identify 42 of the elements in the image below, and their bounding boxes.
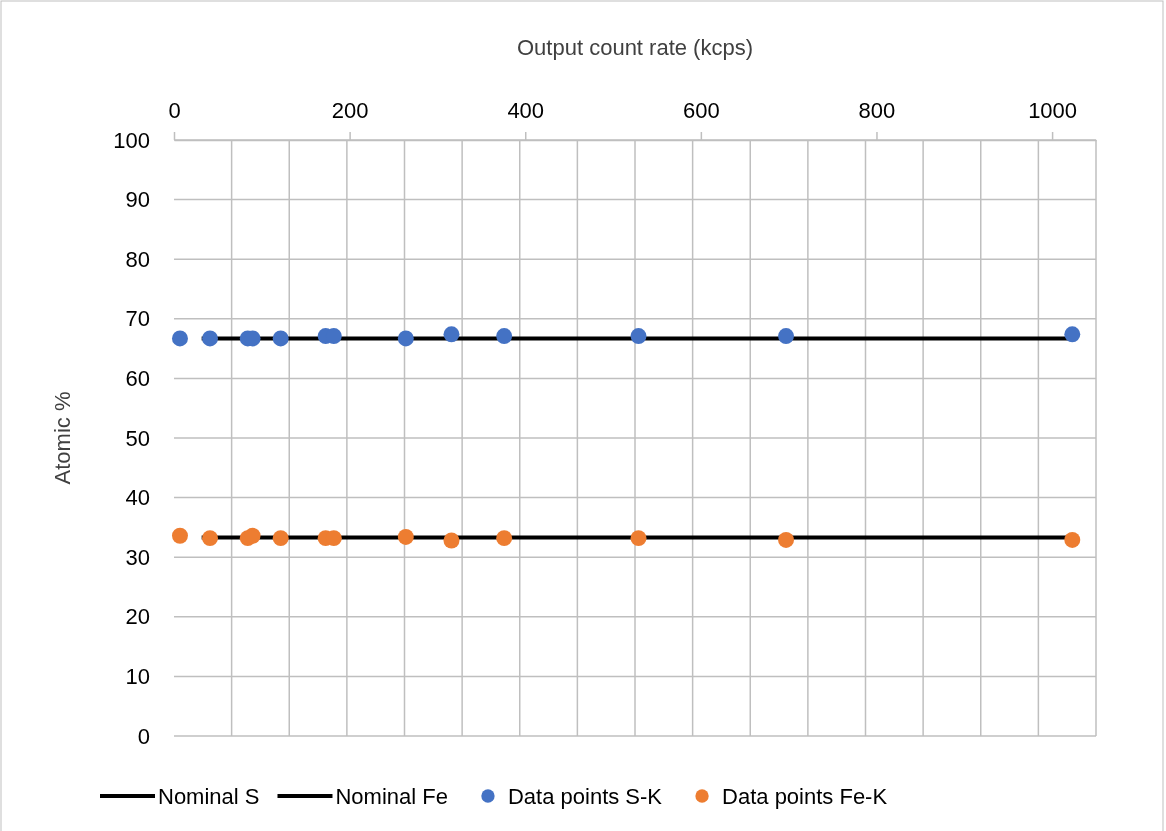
point xyxy=(1064,326,1081,343)
y-tick-label: 30 xyxy=(125,544,150,570)
x-tick-label: 200 xyxy=(331,98,369,123)
y-tick-label: 60 xyxy=(125,365,150,391)
point xyxy=(778,531,795,548)
y-tick-label: 10 xyxy=(125,663,150,689)
y-tick-label: 100 xyxy=(113,127,150,153)
point xyxy=(272,330,289,347)
point xyxy=(496,328,513,345)
point xyxy=(443,326,460,343)
point xyxy=(496,530,513,547)
point xyxy=(171,527,188,544)
y-axis-title: Atomic % xyxy=(50,391,75,485)
x-tick-label: 0 xyxy=(168,98,181,123)
y-tick-label: 80 xyxy=(125,246,150,272)
y-tick-label: 90 xyxy=(125,187,150,213)
y-tick-label: 70 xyxy=(125,306,150,332)
x-tick-label: 1000 xyxy=(1028,98,1078,123)
x-tick-label: 400 xyxy=(507,98,545,123)
y-tick-label: 40 xyxy=(125,485,150,511)
y-tick-label: 20 xyxy=(125,604,150,630)
point xyxy=(244,527,261,544)
legend-label: Data points S-K xyxy=(507,784,663,809)
point xyxy=(630,328,647,345)
y-tick-label: 50 xyxy=(125,425,150,451)
point xyxy=(272,530,289,547)
point xyxy=(397,528,414,545)
point xyxy=(778,328,795,345)
x-tick-label: 600 xyxy=(683,98,720,123)
legend-label: Nominal Fe xyxy=(335,784,448,809)
point xyxy=(443,532,460,549)
point xyxy=(630,530,647,547)
x-axis-title: Output count rate (kcps) xyxy=(517,35,753,60)
point xyxy=(1064,531,1081,548)
point xyxy=(202,330,218,347)
point xyxy=(397,330,414,347)
legend-label: Nominal S xyxy=(158,784,260,809)
legend-label: Data points Fe-K xyxy=(722,784,888,809)
point xyxy=(171,330,188,347)
point xyxy=(202,530,218,547)
x-tick-label: 800 xyxy=(858,98,896,123)
y-tick-label: 0 xyxy=(137,723,150,749)
